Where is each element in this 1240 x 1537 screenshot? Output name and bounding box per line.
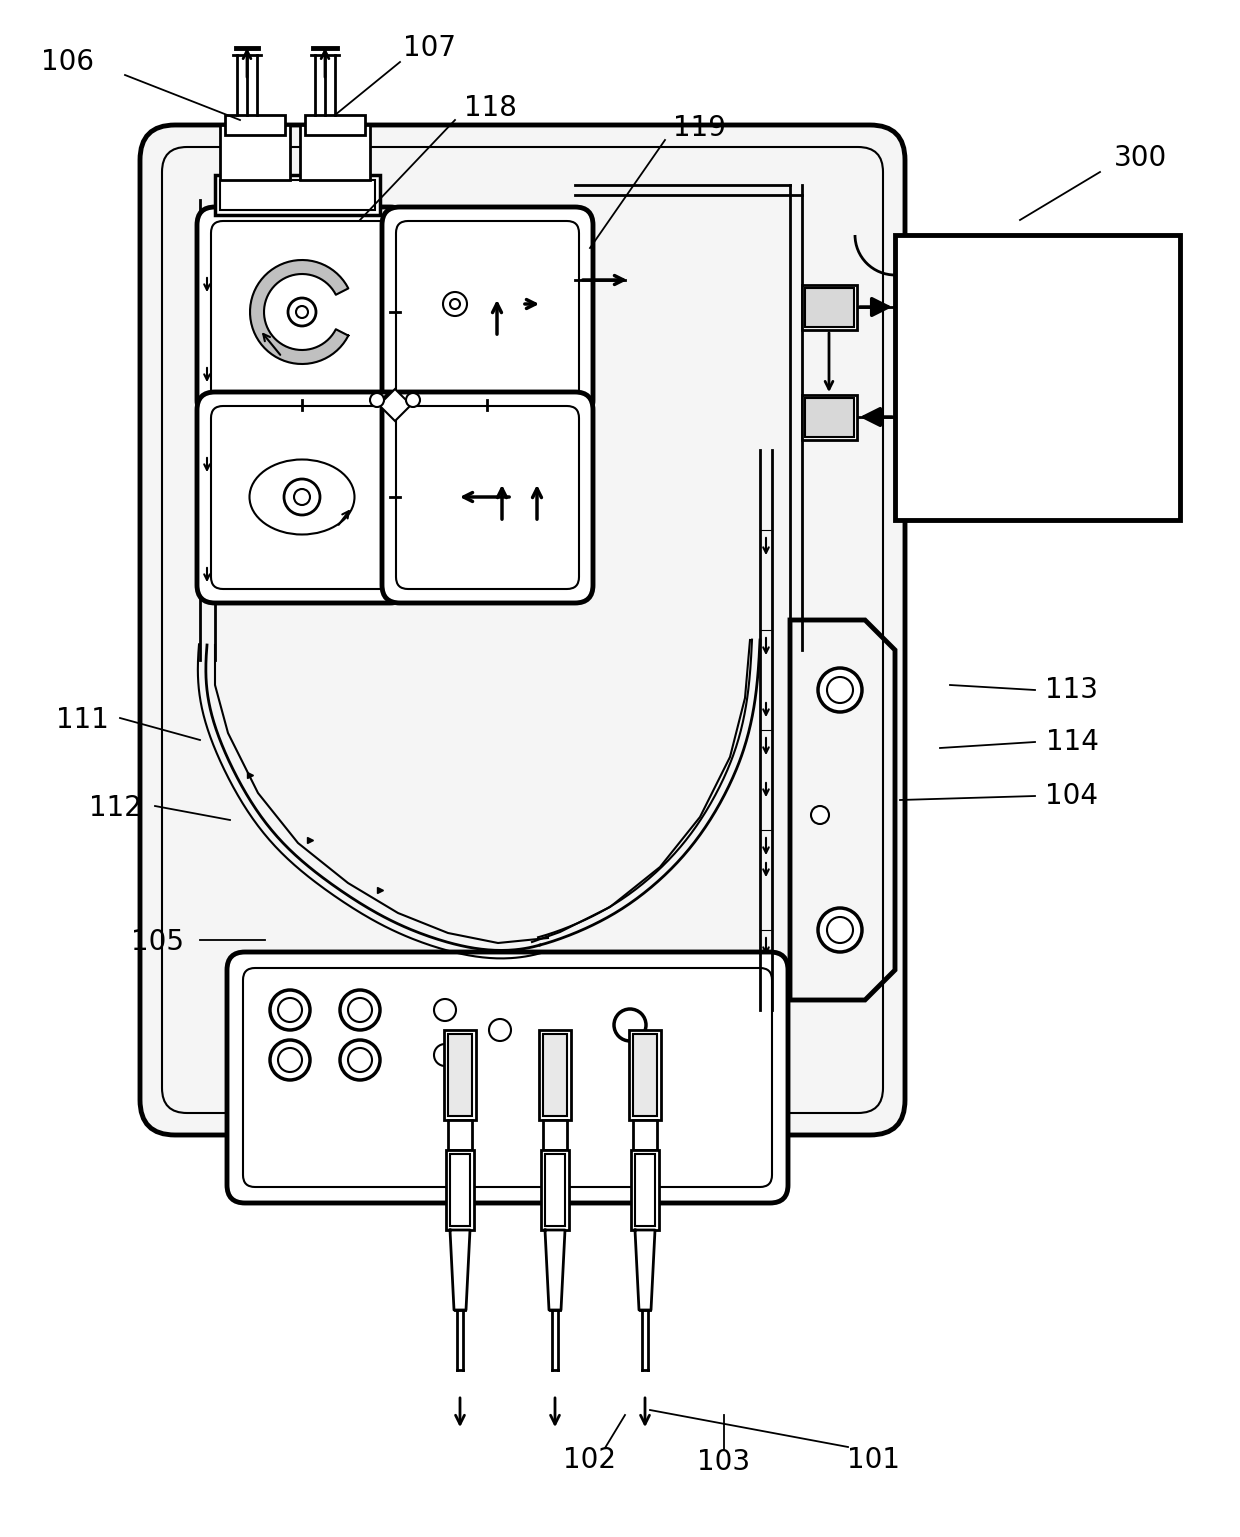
- Circle shape: [818, 908, 862, 951]
- Text: 107: 107: [403, 34, 456, 61]
- Text: 102: 102: [563, 1446, 616, 1474]
- Polygon shape: [635, 1230, 655, 1310]
- Bar: [543, 1034, 567, 1116]
- Circle shape: [370, 393, 384, 407]
- Bar: [448, 1034, 472, 1116]
- Circle shape: [348, 1048, 372, 1071]
- Bar: [215, 175, 379, 215]
- Bar: [541, 1150, 569, 1230]
- Circle shape: [811, 805, 830, 824]
- Bar: [805, 287, 854, 327]
- Bar: [446, 1150, 474, 1230]
- Circle shape: [614, 1008, 646, 1041]
- Bar: [219, 124, 290, 180]
- Circle shape: [348, 998, 372, 1022]
- Text: 114: 114: [1045, 729, 1099, 756]
- Polygon shape: [450, 1230, 470, 1310]
- Circle shape: [434, 999, 456, 1021]
- Bar: [805, 398, 854, 437]
- Circle shape: [288, 298, 316, 326]
- Bar: [632, 1120, 657, 1150]
- FancyBboxPatch shape: [227, 951, 787, 1203]
- Circle shape: [450, 300, 460, 309]
- Bar: [448, 1120, 472, 1150]
- Circle shape: [270, 990, 310, 1030]
- FancyBboxPatch shape: [140, 124, 905, 1134]
- Bar: [444, 1030, 476, 1120]
- Bar: [802, 284, 857, 330]
- Bar: [546, 1154, 565, 1227]
- Circle shape: [434, 1044, 456, 1067]
- Bar: [802, 395, 857, 440]
- Text: 103: 103: [697, 1448, 750, 1476]
- Circle shape: [827, 918, 853, 944]
- Circle shape: [340, 990, 379, 1030]
- FancyBboxPatch shape: [382, 392, 593, 603]
- FancyBboxPatch shape: [382, 207, 593, 418]
- Circle shape: [296, 306, 308, 318]
- Circle shape: [340, 1041, 379, 1081]
- Bar: [543, 1120, 567, 1150]
- Bar: [450, 1154, 470, 1227]
- Bar: [539, 1030, 570, 1120]
- Bar: [635, 1154, 655, 1227]
- Circle shape: [270, 1041, 310, 1081]
- Bar: [219, 180, 374, 211]
- Circle shape: [818, 669, 862, 712]
- Polygon shape: [250, 260, 348, 364]
- Circle shape: [284, 480, 320, 515]
- Circle shape: [294, 489, 310, 506]
- Polygon shape: [546, 1230, 565, 1310]
- Circle shape: [278, 998, 303, 1022]
- Text: 101: 101: [847, 1446, 899, 1474]
- Text: 112: 112: [88, 795, 141, 822]
- FancyBboxPatch shape: [197, 392, 408, 603]
- Bar: [631, 1150, 658, 1230]
- Ellipse shape: [249, 460, 355, 535]
- Text: 113: 113: [1045, 676, 1099, 704]
- Circle shape: [278, 1048, 303, 1071]
- Circle shape: [489, 1019, 511, 1041]
- Text: 104: 104: [1045, 782, 1099, 810]
- Circle shape: [827, 676, 853, 702]
- Circle shape: [405, 393, 420, 407]
- Text: 106: 106: [41, 48, 94, 75]
- Bar: [895, 235, 1180, 520]
- Bar: [305, 115, 365, 135]
- FancyBboxPatch shape: [197, 207, 408, 418]
- Bar: [629, 1030, 661, 1120]
- Text: 300: 300: [1114, 144, 1167, 172]
- Text: 119: 119: [673, 114, 727, 141]
- Bar: [300, 124, 370, 180]
- Text: 118: 118: [464, 94, 516, 121]
- Bar: [224, 115, 285, 135]
- Circle shape: [443, 292, 467, 317]
- Bar: [632, 1034, 657, 1116]
- Polygon shape: [379, 389, 410, 421]
- Text: 111: 111: [56, 705, 108, 735]
- Text: 105: 105: [131, 928, 185, 956]
